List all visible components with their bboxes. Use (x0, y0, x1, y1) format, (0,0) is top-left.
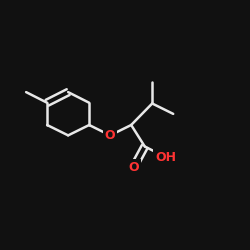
Text: O: O (128, 160, 139, 173)
Text: OH: OH (155, 151, 176, 164)
Text: O: O (105, 129, 116, 142)
